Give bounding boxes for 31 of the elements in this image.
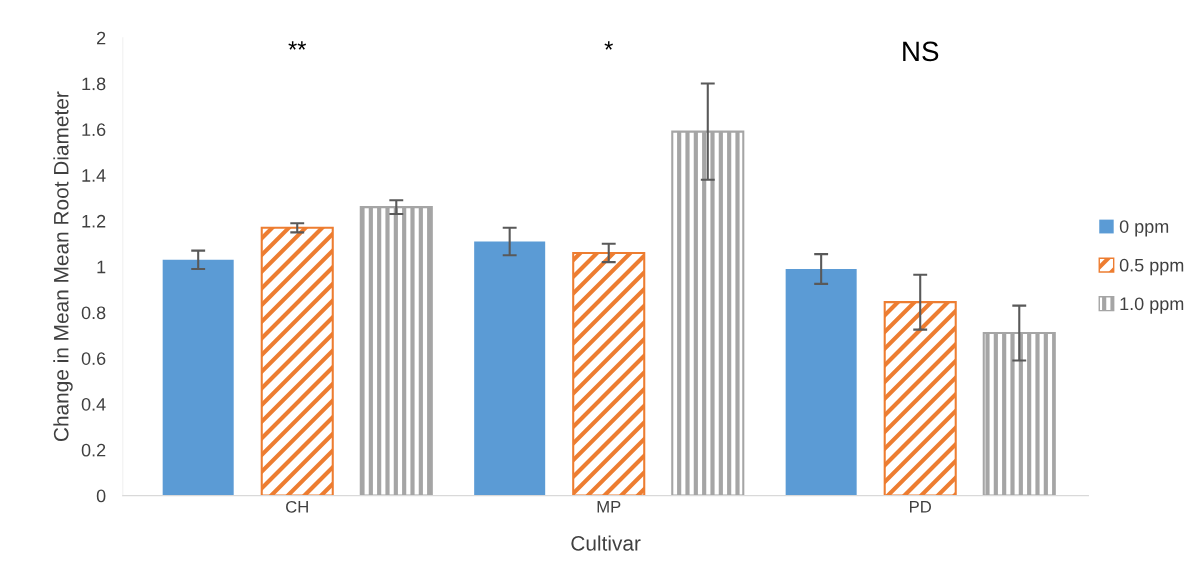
y-tick-label: 0.4 xyxy=(81,397,106,411)
bar xyxy=(572,251,646,496)
legend-label: 0 ppm xyxy=(1119,220,1169,237)
y-tick-label: 1 xyxy=(97,260,106,274)
y-tick-label: 1.6 xyxy=(82,123,106,137)
x-axis-title: Cultivar xyxy=(571,535,641,551)
bar xyxy=(260,226,334,496)
x-tick-label: PD xyxy=(910,501,931,513)
bar xyxy=(671,130,745,496)
y-tick-label: 1.2 xyxy=(82,214,106,228)
y-tick-label: 0.8 xyxy=(81,306,106,320)
y-tick-label: 0.6 xyxy=(81,352,106,365)
y-tick-label: 0.2 xyxy=(81,443,106,457)
legend-label: 1.0 ppm xyxy=(1120,297,1184,314)
annotation: NS xyxy=(903,41,939,62)
bar xyxy=(883,301,957,496)
bar xyxy=(785,268,857,496)
x-tick-label: MP xyxy=(597,501,621,513)
y-tick-label: 1.4 xyxy=(82,169,106,182)
bar xyxy=(359,206,433,496)
bar xyxy=(982,332,1056,496)
y-axis-title: Change in Mean Mean Root Diameter xyxy=(53,91,73,442)
annotation: * xyxy=(604,41,613,50)
x-tick-label: CH xyxy=(286,500,308,513)
bar xyxy=(474,241,546,496)
legend-label: 0.5 ppm xyxy=(1119,258,1184,276)
y-tick-label: 0 xyxy=(96,489,106,503)
annotation: ** xyxy=(288,41,307,50)
y-tick-label: 2 xyxy=(97,31,106,45)
y-tick-label: 1.8 xyxy=(82,77,106,91)
bar xyxy=(162,259,234,496)
